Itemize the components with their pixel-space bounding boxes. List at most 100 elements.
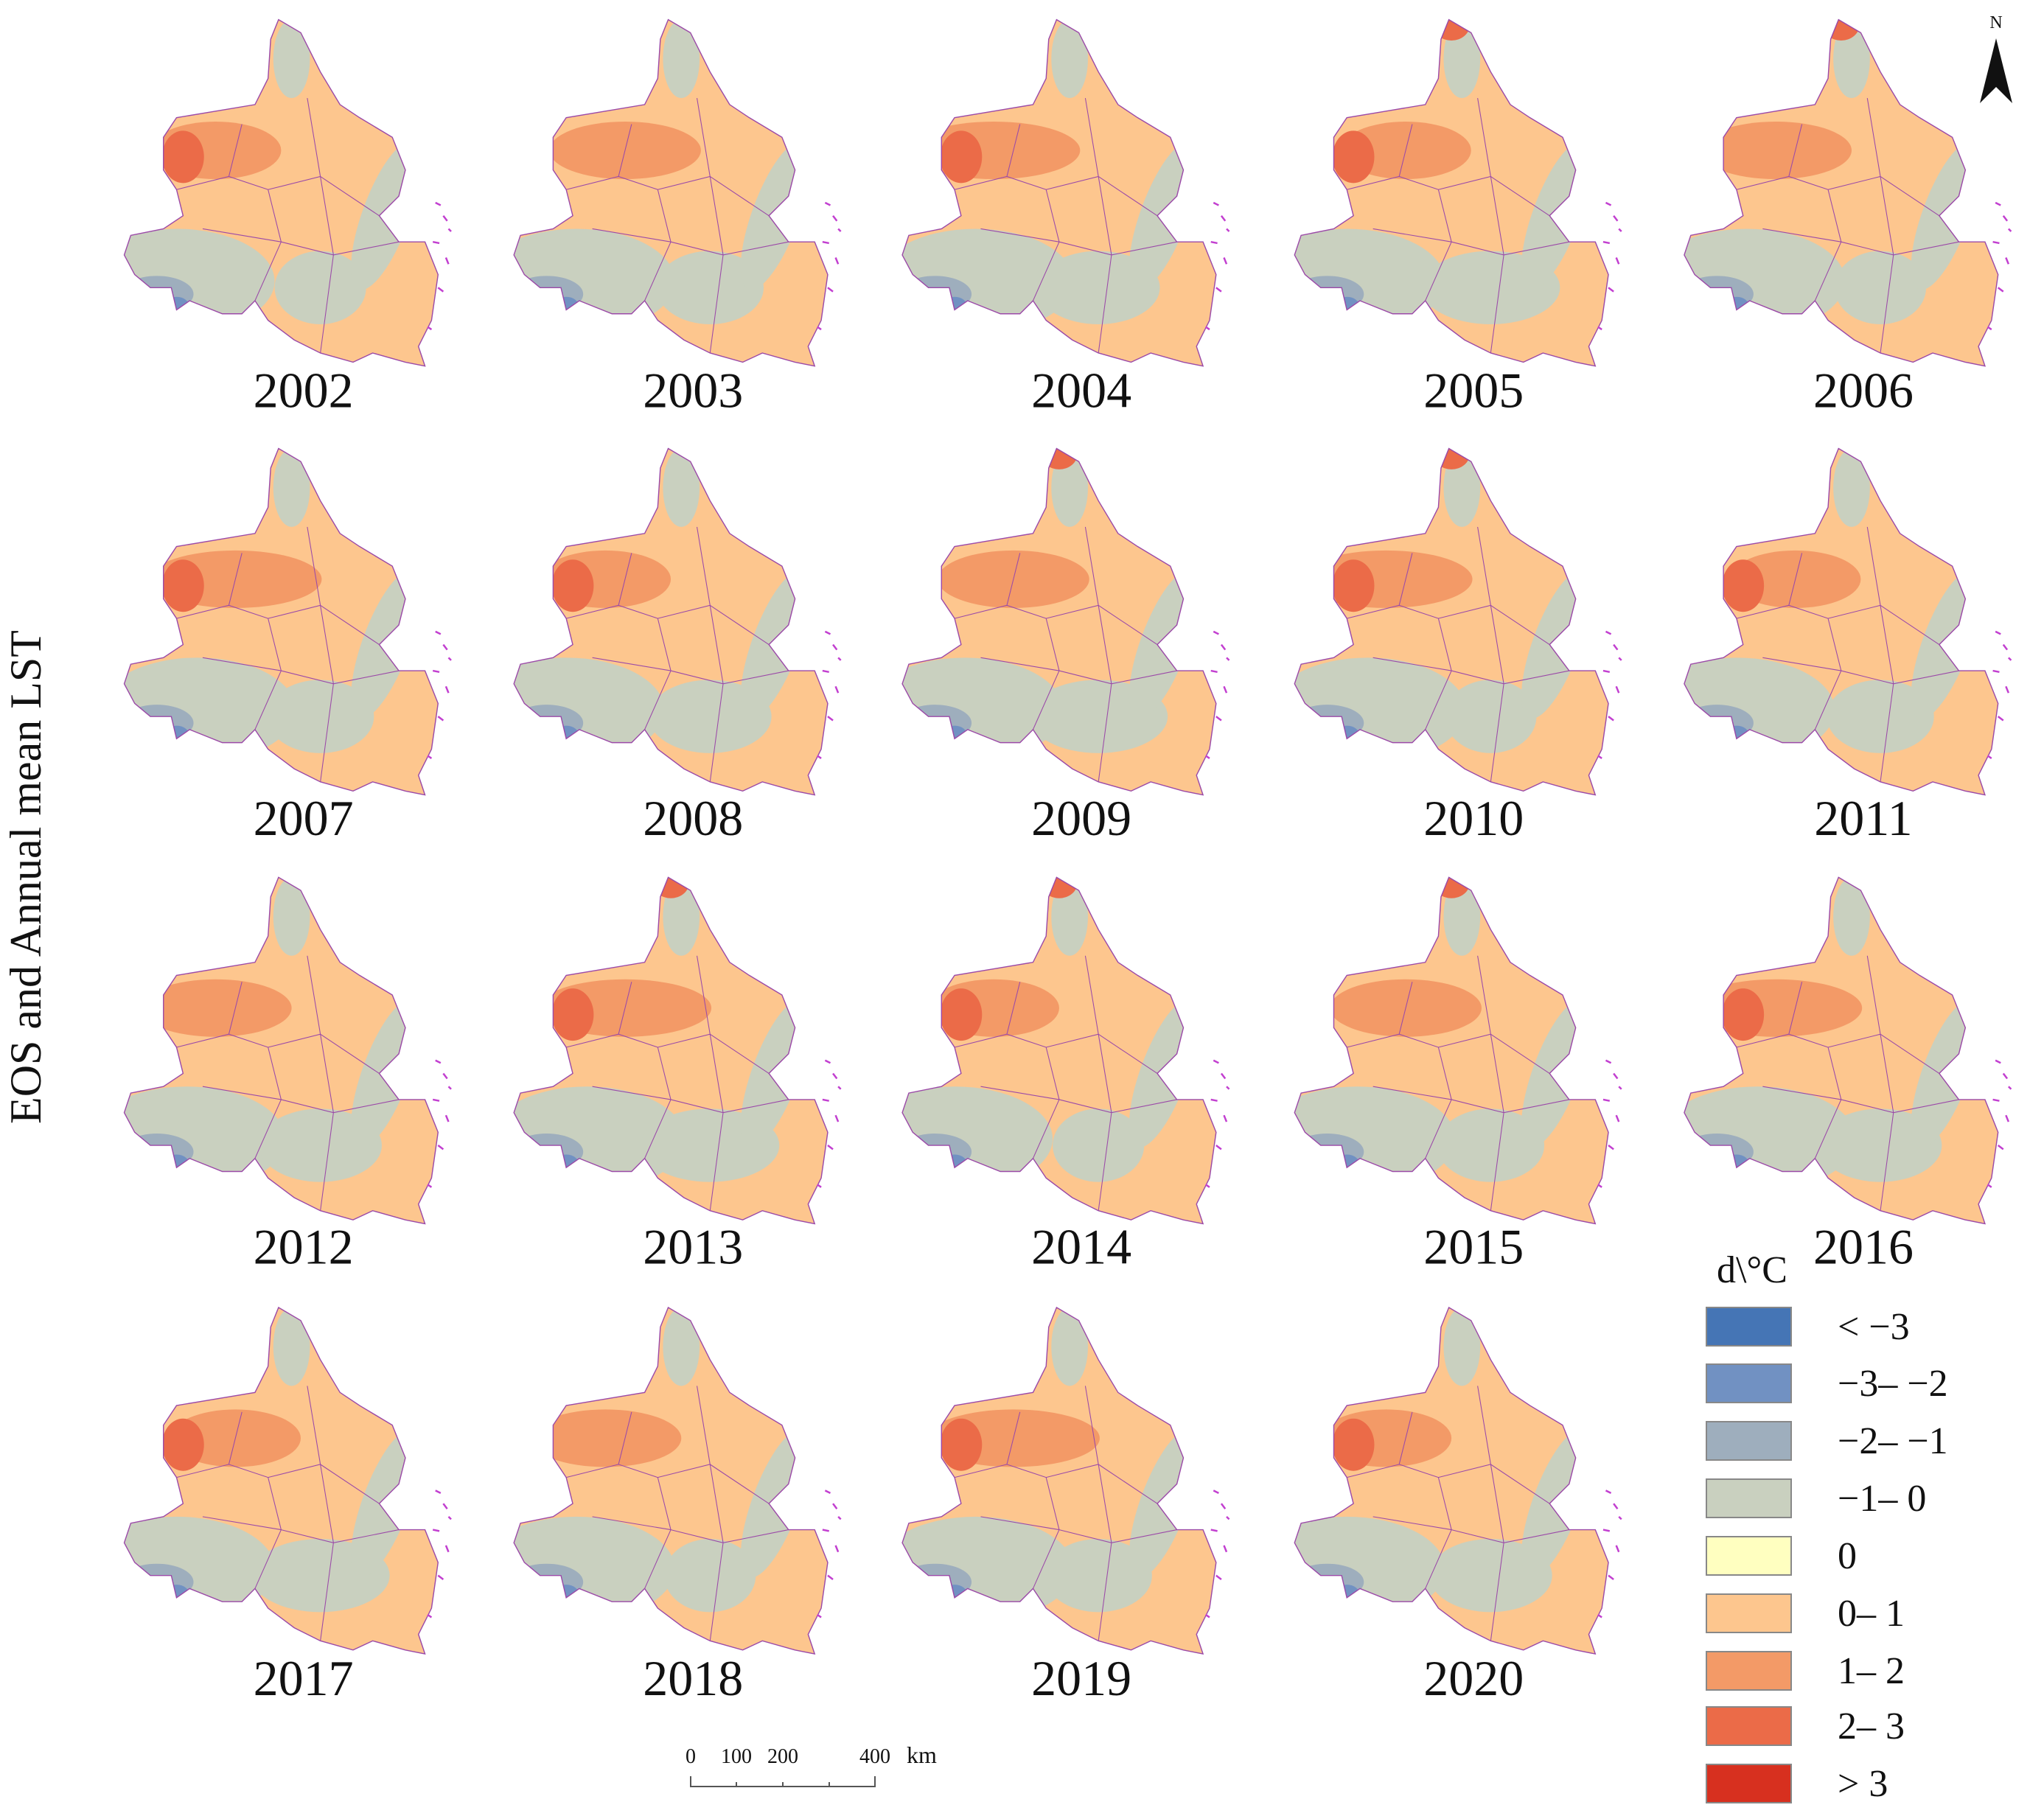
zone xyxy=(1723,725,1750,747)
zone xyxy=(514,276,584,312)
zone xyxy=(273,1307,310,1386)
legend-label: 0– 1 xyxy=(1838,1593,1905,1635)
district-borders xyxy=(1347,1386,1569,1641)
zone xyxy=(514,1516,675,1621)
zone xyxy=(1333,296,1360,318)
zone xyxy=(1722,988,1765,1041)
zone xyxy=(514,705,584,741)
map-fill xyxy=(124,1307,439,1655)
zone xyxy=(1294,1134,1364,1170)
zone xyxy=(551,988,594,1041)
zone xyxy=(273,448,310,527)
map-panel xyxy=(1684,876,2012,1225)
islands xyxy=(817,201,842,331)
zone xyxy=(1332,559,1375,612)
zone xyxy=(941,725,968,747)
district-borders xyxy=(954,526,1177,782)
legend-label: 2– 3 xyxy=(1838,1705,1905,1747)
district-borders xyxy=(176,1386,400,1641)
islands xyxy=(1597,1490,1622,1618)
district-borders xyxy=(1347,955,1569,1211)
district-borders xyxy=(1736,97,1959,354)
district-borders xyxy=(1347,526,1569,782)
zone xyxy=(553,296,579,318)
map-panel xyxy=(123,447,452,796)
zone xyxy=(940,130,983,184)
district-borders xyxy=(176,97,400,354)
year-label: 2016 xyxy=(1813,1219,1914,1275)
zone xyxy=(1822,19,1860,41)
map-panel xyxy=(901,447,1230,796)
zone xyxy=(161,559,204,612)
district-borders xyxy=(566,97,789,354)
district-borders xyxy=(1736,526,1959,782)
islands xyxy=(817,630,842,759)
zone xyxy=(139,979,292,1037)
zone xyxy=(1723,296,1750,318)
zone xyxy=(1051,1307,1088,1386)
zone xyxy=(1684,1134,1754,1170)
map-fill xyxy=(1294,1307,1609,1655)
north-label: N xyxy=(1989,13,2002,32)
zone xyxy=(902,705,972,741)
district-borders xyxy=(566,955,789,1211)
map-panel xyxy=(123,1307,452,1655)
zone xyxy=(163,1585,190,1606)
zone xyxy=(1333,1585,1360,1606)
legend-swatch xyxy=(1706,1307,1792,1347)
year-label: 2013 xyxy=(643,1219,743,1275)
legend: d\°C < −3 −3– −2 −2– −1 −1– 0 0 0– 1 1– 2 2– 3 >… xyxy=(1706,1249,1948,1805)
zone xyxy=(163,725,190,747)
legend-label: 1– 2 xyxy=(1838,1650,1905,1692)
zone xyxy=(652,877,689,898)
zone xyxy=(1332,1418,1375,1471)
zone xyxy=(514,1563,584,1601)
legend-label: > 3 xyxy=(1838,1763,1888,1805)
legend-swatch xyxy=(1706,1363,1792,1403)
scale-tick-label: 100 xyxy=(721,1745,752,1768)
islands xyxy=(1204,201,1230,331)
district-borders xyxy=(1736,955,1959,1211)
zone xyxy=(1689,979,1863,1037)
zone xyxy=(529,1409,682,1467)
map-panel xyxy=(901,1307,1230,1655)
islands xyxy=(817,1490,842,1618)
legend-swatch xyxy=(1706,1764,1792,1803)
zone xyxy=(1433,448,1470,469)
zone xyxy=(266,680,374,753)
year-label: 2008 xyxy=(643,790,743,846)
zone xyxy=(941,1585,968,1606)
map-panels xyxy=(123,18,2012,1655)
zone xyxy=(907,121,1081,180)
zone xyxy=(1684,228,1846,334)
zone xyxy=(1294,705,1364,741)
map-panel xyxy=(1684,18,2012,367)
zone xyxy=(124,276,194,312)
district-borders xyxy=(954,1386,1177,1641)
year-label: 2006 xyxy=(1813,363,1914,419)
year-label: 2005 xyxy=(1423,363,1524,419)
map-fill xyxy=(514,448,828,795)
zone xyxy=(902,1563,972,1601)
legend-swatch xyxy=(1706,1651,1792,1691)
district-borders xyxy=(1347,97,1569,354)
zone xyxy=(1684,276,1754,312)
zone xyxy=(553,1585,579,1606)
year-label: 2002 xyxy=(254,363,354,419)
zone xyxy=(514,1134,584,1170)
islands xyxy=(1987,630,2012,759)
legend-swatch xyxy=(1706,1706,1792,1746)
zone xyxy=(902,1134,972,1170)
zone xyxy=(1044,1538,1152,1613)
zone xyxy=(941,296,968,318)
legend-swatch xyxy=(1706,1593,1792,1633)
year-label: 2014 xyxy=(1031,1219,1131,1275)
map-fill xyxy=(124,19,439,366)
zone xyxy=(163,1154,190,1176)
islands xyxy=(427,630,452,759)
zone xyxy=(161,1418,204,1471)
map-panel xyxy=(123,876,452,1225)
map-panel xyxy=(1294,876,1622,1225)
zone xyxy=(553,1154,579,1176)
zone xyxy=(1700,121,1852,180)
